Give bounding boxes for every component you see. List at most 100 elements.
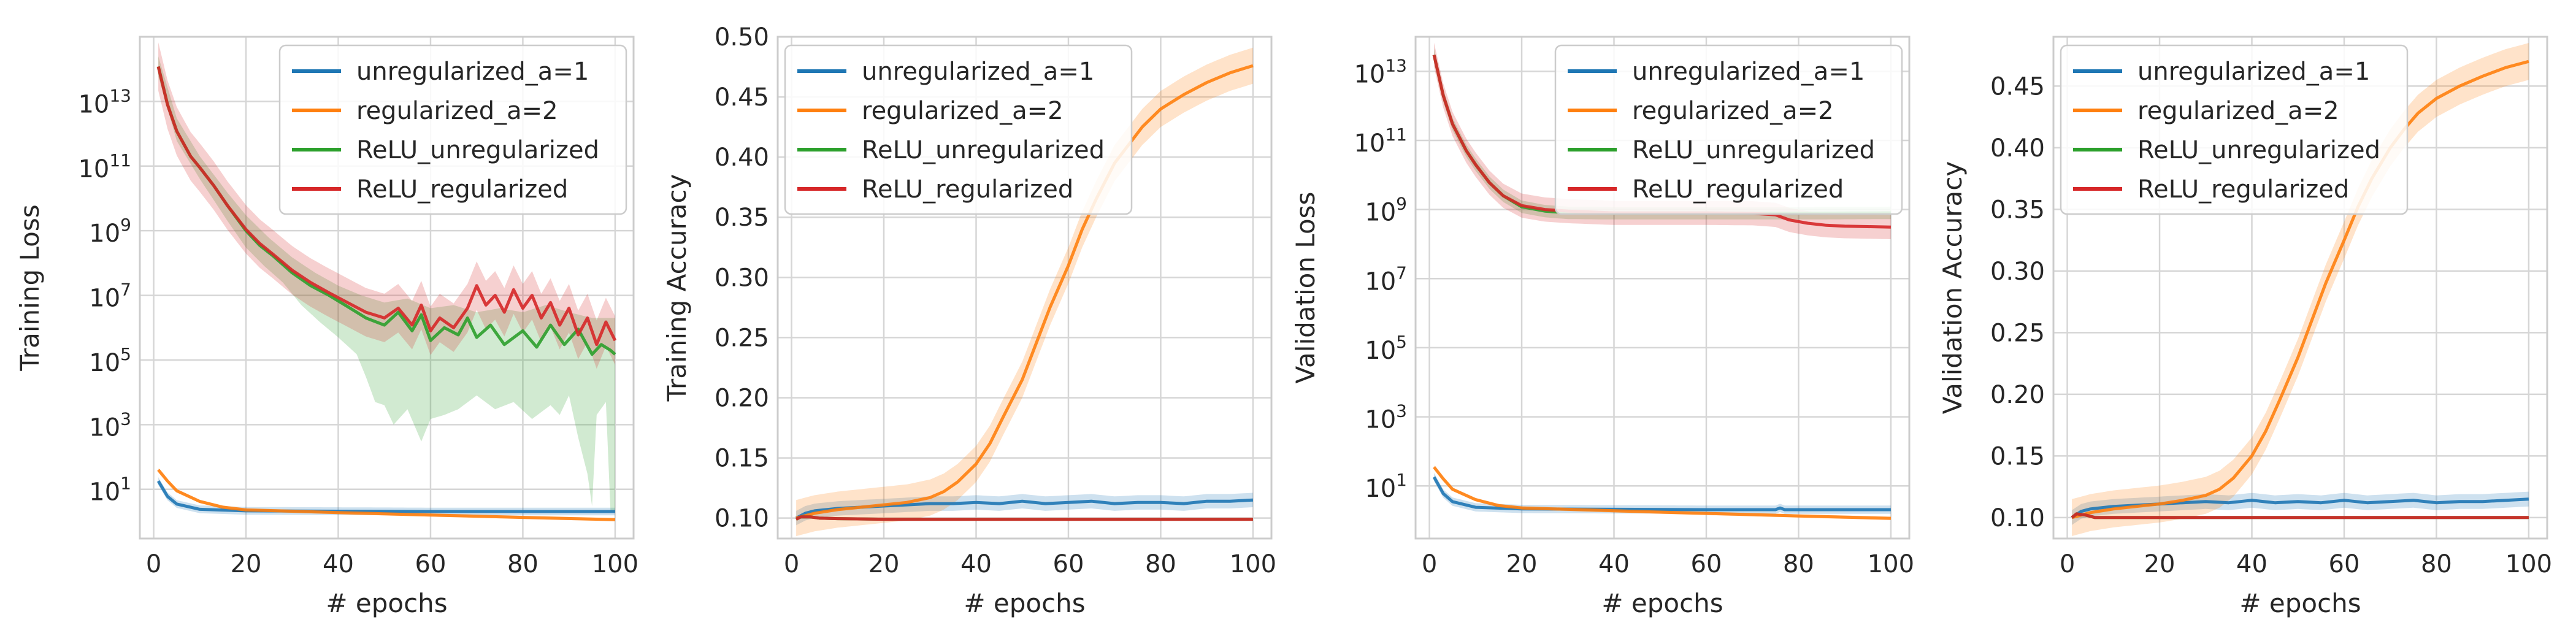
legend-label: unregularized_a=1 [356,58,589,86]
y-tick-label: 105 [1365,332,1407,365]
y-tick-label: 0.15 [1990,442,2045,470]
x-tick-label: 80 [507,550,539,578]
y-tick-label: 109 [1365,194,1407,227]
band-ReLU_regularized [1434,42,1891,239]
band-ReLU_regularized [158,42,615,369]
plot-area [2071,43,2529,536]
x-tick-label: 0 [2060,550,2075,578]
line-regularized_a=2 [795,64,1254,520]
x-tick-label: 40 [2236,550,2267,578]
legend-label: ReLU_regularized [862,175,1073,204]
line-ReLU_regularized [795,515,1253,521]
x-tick-label: 100 [1868,550,1914,578]
y-tick-label: 107 [89,280,131,313]
legend-box [784,44,1133,215]
axes-frame [2052,36,2548,540]
y-axis-label: Training Loss [15,204,45,371]
x-tick-label: 100 [592,550,638,578]
legend-label: unregularized_a=1 [862,58,1094,86]
y-tick-label: 0.20 [715,384,769,412]
x-tick-label: 100 [1230,550,1276,578]
y-tick-label: 0.25 [1990,319,2045,347]
y-axis-label: Validation Loss [1290,192,1321,384]
y-tick-label: 105 [89,344,131,377]
panel-training-loss: 0 20 40 60 80 100 101 103 105 107 109 1011 1013 # epo… [15,36,638,618]
legend-label: ReLU_unregularized [862,136,1105,164]
legend-label: ReLU_regularized [356,175,568,204]
legend: unregularized_a=1 regularized_a=2 ReLU_unr… [2060,44,2409,215]
y-tick-label: 109 [89,215,131,248]
plot-area [795,47,1254,537]
band-regularized_a=2 [796,47,1253,537]
x-tick-label: 20 [868,550,900,578]
legend: unregularized_a=1 regularized_a=2 ReLU_unr… [278,44,627,215]
plot-area [156,42,617,521]
y-tick-label: 0.15 [715,445,769,473]
y-tick-label: 0.25 [715,324,769,352]
y-tick-label: 1013 [1354,55,1407,88]
x-tick-label: 60 [1691,550,1722,578]
y-tick-label: 101 [1365,470,1407,503]
x-tick-label: 0 [784,550,799,578]
line-unregularized_a=1 [2071,497,2529,519]
y-tick-label: 1011 [1354,125,1407,158]
axes-frame [1414,36,1911,540]
x-tick-label: 80 [1145,550,1176,578]
legend-box [2060,44,2409,215]
y-axis-label: Validation Accuracy [1938,161,1968,415]
x-axis-label: # epochs [964,588,1085,618]
legend-label: ReLU_unregularized [2137,136,2380,164]
y-tick-label: 1013 [78,85,131,118]
legend-label: ReLU_regularized [1632,175,1844,204]
x-tick-label: 0 [1422,550,1437,578]
y-tick-label: 0.40 [715,144,769,172]
x-tick-label: 20 [231,550,262,578]
legend-box [1554,44,1903,215]
y-tick-label: 107 [1365,263,1407,296]
x-tick-label: 60 [415,550,447,578]
x-tick-label: 20 [2144,550,2175,578]
y-tick-label: 0.20 [1990,381,2045,409]
x-axis-label: # epochs [326,588,447,618]
panel-training-accuracy: 0 20 40 60 80 100 0.10 0.15 0.20 0.25 0.30 0.35 0.40… [662,23,1276,618]
axes-frame [776,36,1273,540]
y-axis-label: Training Accuracy [662,174,692,402]
x-tick-label: 80 [1783,550,1814,578]
legend-label: ReLU_regularized [2137,175,2349,204]
legend-label: ReLU_unregularized [1632,136,1875,164]
line-regularized_a=2 [157,469,615,521]
y-tick-label: 0.35 [715,204,769,232]
y-tick-label: 0.35 [1990,196,2045,224]
y-tick-label: 0.45 [715,83,769,112]
line-regularized_a=2 [2071,59,2529,519]
y-tick-label: 0.10 [1990,504,2045,532]
x-tick-label: 60 [2329,550,2360,578]
x-tick-label: 40 [1598,550,1630,578]
line-regularized_a=2 [1433,466,1891,520]
y-tick-label: 1011 [78,150,131,183]
x-tick-label: 20 [1506,550,1538,578]
axes-frame [139,36,635,540]
y-tick-label: 0.30 [1990,258,2045,286]
x-tick-label: 40 [323,550,354,578]
y-tick-label: 0.40 [1990,134,2045,163]
legend-label: unregularized_a=1 [1632,58,1865,86]
y-tick-label: 0.50 [715,23,769,52]
legend-label: ReLU_unregularized [356,136,599,164]
x-tick-label: 100 [2505,550,2552,578]
panel-validation-loss: 0 20 40 60 80 100 101 103 105 107 109 1011 1013 # epo… [1290,36,1914,618]
x-tick-label: 60 [1053,550,1084,578]
legend: unregularized_a=1 regularized_a=2 ReLU_unr… [1554,44,1903,215]
y-tick-label: 0.45 [1990,72,2045,101]
legend: unregularized_a=1 regularized_a=2 ReLU_unr… [784,44,1133,215]
legend-label: regularized_a=2 [1632,97,1834,125]
y-tick-label: 0.30 [715,264,769,292]
x-tick-label: 0 [146,550,161,578]
x-axis-label: # epochs [1601,588,1723,618]
x-tick-label: 40 [960,550,992,578]
y-tick-label: 0.10 [715,505,769,533]
legend-label: regularized_a=2 [2137,97,2339,125]
panel-validation-accuracy: 0 20 40 60 80 100 0.10 0.15 0.20 0.25 0.30 0.35 0.40… [1938,36,2552,618]
legend-label: regularized_a=2 [356,97,558,125]
legend-box [278,44,627,215]
